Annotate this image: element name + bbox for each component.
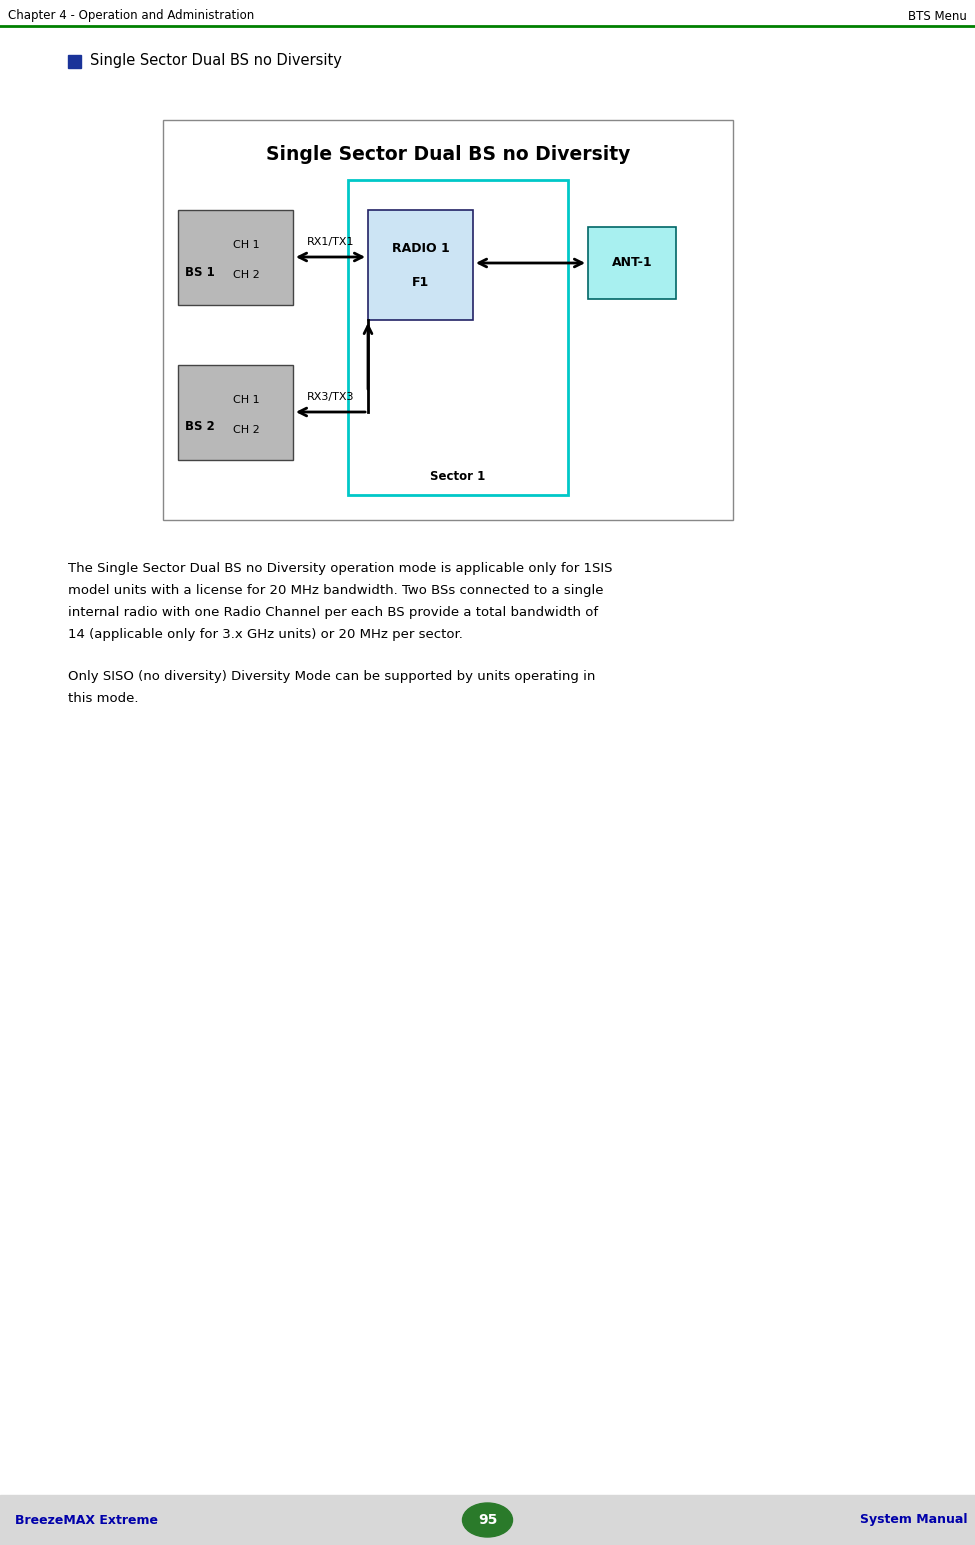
Text: ANT-1: ANT-1 — [611, 256, 652, 269]
Bar — [178, 365, 293, 460]
Text: CH 1: CH 1 — [233, 396, 259, 405]
Bar — [68, 56, 81, 68]
Bar — [178, 210, 293, 304]
Text: RADIO 1: RADIO 1 — [392, 241, 449, 255]
Text: BreezeMAX Extreme: BreezeMAX Extreme — [15, 1514, 158, 1526]
Text: 95: 95 — [478, 1513, 497, 1526]
Text: CH 2: CH 2 — [233, 270, 259, 280]
Text: F1: F1 — [411, 275, 429, 289]
Text: model units with a license for 20 MHz bandwidth. Two BSs connected to a single: model units with a license for 20 MHz ba… — [68, 584, 604, 596]
Bar — [368, 210, 473, 320]
Text: The Single Sector Dual BS no Diversity operation mode is applicable only for 1SI: The Single Sector Dual BS no Diversity o… — [68, 562, 612, 575]
Text: Single Sector Dual BS no Diversity: Single Sector Dual BS no Diversity — [90, 54, 342, 68]
Text: RX1/TX1: RX1/TX1 — [307, 236, 354, 247]
Text: Chapter 4 - Operation and Administration: Chapter 4 - Operation and Administration — [8, 9, 254, 23]
Text: BS 1: BS 1 — [185, 266, 214, 278]
Text: CH 2: CH 2 — [233, 425, 259, 436]
Text: 14 (applicable only for 3.x GHz units) or 20 MHz per sector.: 14 (applicable only for 3.x GHz units) o… — [68, 627, 463, 641]
Text: RX3/TX3: RX3/TX3 — [307, 392, 354, 402]
Text: CH 1: CH 1 — [233, 239, 259, 250]
Text: System Manual: System Manual — [860, 1514, 967, 1526]
Text: Only SISO (no diversity) Diversity Mode can be supported by units operating in: Only SISO (no diversity) Diversity Mode … — [68, 671, 596, 683]
Text: internal radio with one Radio Channel per each BS provide a total bandwidth of: internal radio with one Radio Channel pe… — [68, 606, 598, 620]
Ellipse shape — [462, 1503, 513, 1537]
Bar — [348, 181, 568, 494]
Bar — [163, 121, 733, 521]
Text: Single Sector Dual BS no Diversity: Single Sector Dual BS no Diversity — [266, 145, 630, 164]
Text: BTS Menu: BTS Menu — [908, 9, 967, 23]
Text: Sector 1: Sector 1 — [430, 471, 486, 484]
Bar — [588, 227, 676, 300]
Text: this mode.: this mode. — [68, 692, 138, 705]
Bar — [0, 1496, 975, 1545]
Text: BS 2: BS 2 — [185, 420, 214, 434]
